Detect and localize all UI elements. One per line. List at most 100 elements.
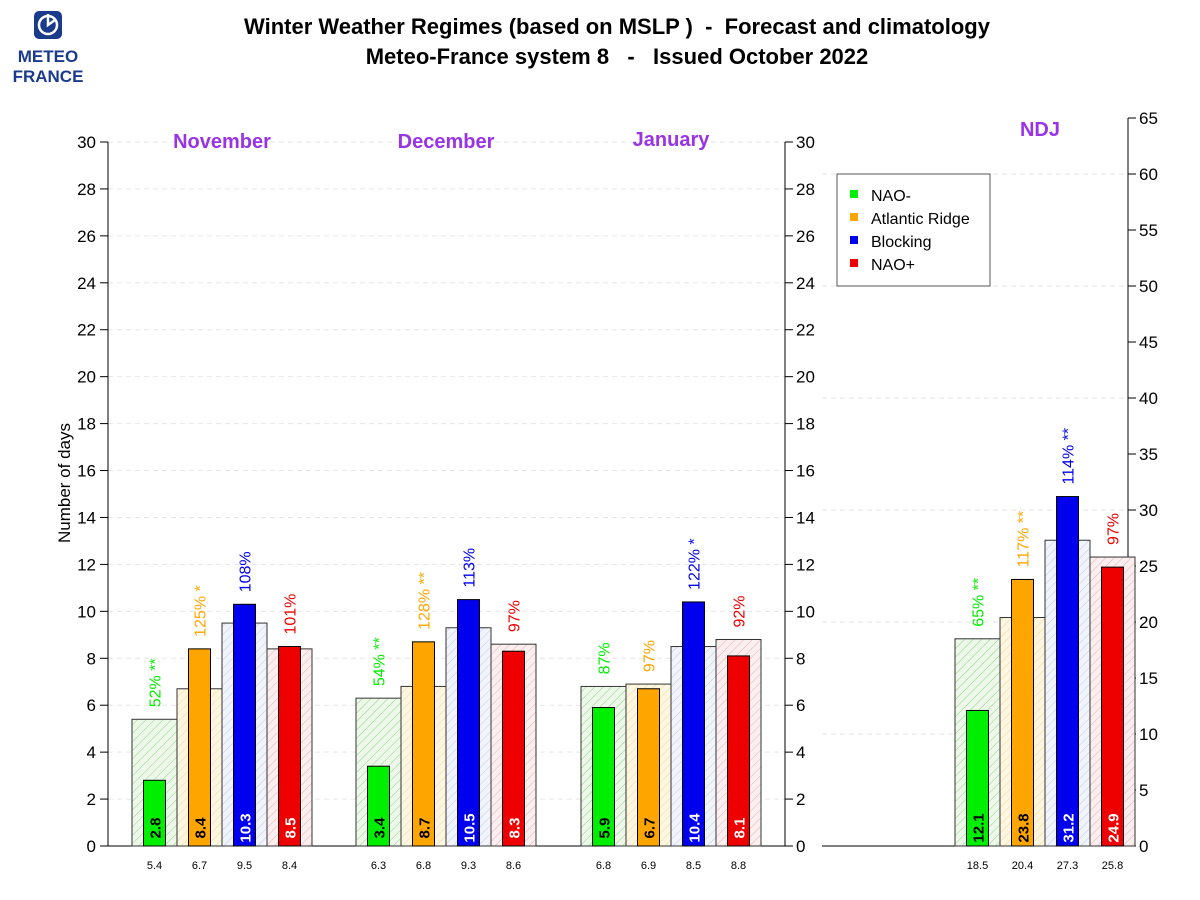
legend: NAO- Atlantic Ridge Blocking NAO+: [836, 173, 991, 287]
forecast-value-label: 12.1: [971, 813, 988, 842]
y-tick-label: 16: [77, 462, 96, 481]
forecast-bar-nao-plus: [727, 655, 750, 847]
climatology-value-label: 9.3: [461, 860, 476, 872]
percent-label: 87%: [597, 642, 614, 674]
climatology-value-label: 5.4: [147, 860, 162, 872]
y-tick-label-right: 24: [796, 274, 815, 293]
percent-label: 122% *: [687, 538, 704, 590]
forecast-bar-nao-plus: [1101, 566, 1124, 847]
forecast-value-label: 8.5: [283, 818, 300, 839]
legend-label-blocking: Blocking: [871, 234, 931, 251]
y-tick-label: 0: [87, 837, 96, 856]
climatology-value-label: 6.9: [641, 860, 656, 872]
climatology-value-label: 8.6: [506, 860, 521, 872]
y-tick-label: 28: [77, 180, 96, 199]
percent-label: 97%: [642, 640, 659, 672]
y-tick-label-right: 18: [796, 415, 815, 434]
forecast-value-label: 3.4: [372, 817, 389, 839]
forecast-bar-nao-plus: [502, 650, 525, 847]
forecast-value-label: 31.2: [1061, 813, 1078, 842]
month-label: November: [173, 131, 271, 153]
forecast-bar-blocking: [457, 599, 480, 847]
climatology-value-label: 8.5: [686, 860, 701, 872]
percent-label: 108%: [238, 551, 255, 592]
y-tick-label: 6: [87, 696, 96, 715]
month-label: NDJ: [1020, 119, 1060, 141]
y-tick-label: 20: [77, 368, 96, 387]
ndj-y-tick-label: 60: [1139, 165, 1158, 184]
forecast-value-label: 10.4: [687, 813, 704, 843]
climatology-value-label: 6.8: [596, 860, 611, 872]
percent-label: 54% **: [372, 637, 389, 686]
percent-label: 65% **: [971, 578, 988, 627]
forecast-value-label: 8.7: [417, 818, 434, 839]
y-tick-label: 22: [77, 321, 96, 340]
y-tick-label: 12: [77, 555, 96, 574]
y-tick-label-right: 6: [796, 696, 805, 715]
ndj-y-tick-label: 50: [1139, 277, 1158, 296]
chart-title-line2: Meteo-France system 8 - Issued October 2…: [366, 44, 869, 69]
ndj-y-tick-label: 30: [1139, 501, 1158, 520]
ndj-y-tick-label: 0: [1139, 837, 1148, 856]
forecast-value-label: 8.3: [507, 818, 524, 839]
forecast-value-label: 10.5: [462, 813, 479, 842]
y-tick-label-right: 12: [796, 555, 815, 574]
ndj-y-tick-label: 5: [1139, 781, 1148, 800]
ndj-y-tick-label: 45: [1139, 333, 1158, 352]
ndj-y-tick-label: 20: [1139, 613, 1158, 632]
percent-label: 97%: [1106, 513, 1123, 545]
forecast-bar-nao-minus: [592, 707, 615, 847]
ndj-y-tick-label: 15: [1139, 669, 1158, 688]
climatology-value-label: 6.8: [416, 860, 431, 872]
percent-label: 128% **: [417, 572, 434, 630]
legend-label-nao-minus: NAO-: [871, 188, 911, 205]
forecast-value-label: 2.8: [148, 818, 165, 839]
y-tick-label-right: 26: [796, 227, 815, 246]
legend-box: [836, 173, 991, 287]
climatology-value-label: 27.3: [1057, 860, 1078, 872]
forecast-value-label: 24.9: [1106, 813, 1123, 842]
climatology-value-label: 8.4: [282, 860, 297, 872]
climatology-value-label: 6.3: [371, 860, 386, 872]
percent-label: 101%: [283, 594, 300, 635]
y-axis-title: Number of days: [55, 423, 74, 543]
forecast-value-label: 23.8: [1016, 813, 1033, 842]
ndj-y-tick-label: 35: [1139, 445, 1158, 464]
percent-label: 97%: [507, 600, 524, 632]
y-tick-label: 2: [87, 790, 96, 809]
legend-swatch-nao-minus: [850, 190, 858, 198]
forecast-value-label: 5.9: [597, 818, 614, 839]
forecast-bar-nao-minus: [143, 779, 166, 847]
ndj-y-tick-label: 10: [1139, 725, 1158, 744]
y-tick-label: 4: [87, 743, 96, 762]
forecast-bar-atlantic-ridge: [1011, 578, 1034, 847]
percent-label: 114% **: [1061, 428, 1078, 485]
y-tick-label-right: 10: [796, 602, 815, 621]
ndj-y-tick-label: 25: [1139, 557, 1158, 576]
legend-swatch-atlantic-ridge: [850, 213, 858, 221]
y-tick-label: 26: [77, 227, 96, 246]
climatology-value-label: 18.5: [967, 860, 988, 872]
y-tick-label-right: 16: [796, 462, 815, 481]
logo-line1: METEO: [18, 47, 78, 66]
y-tick-label-right: 28: [796, 180, 815, 199]
climatology-value-label: 6.7: [192, 860, 207, 872]
y-tick-label-right: 0: [796, 837, 805, 856]
month-label: January: [633, 129, 711, 151]
y-tick-label-right: 4: [796, 743, 805, 762]
percent-label: 113%: [462, 548, 479, 588]
climatology-value-label: 20.4: [1012, 860, 1033, 872]
logo-line2: FRANCE: [13, 67, 84, 86]
percent-label: 117% **: [1016, 511, 1033, 568]
y-tick-label-right: 20: [796, 368, 815, 387]
y-tick-label: 8: [87, 649, 96, 668]
y-tick-label-right: 2: [796, 790, 805, 809]
forecast-bar-blocking: [1056, 496, 1079, 847]
forecast-bar-blocking: [682, 601, 705, 847]
legend-label-nao-plus: NAO+: [871, 257, 915, 274]
y-tick-label-right: 14: [796, 508, 815, 527]
ndj-y-tick-label: 40: [1139, 389, 1158, 408]
forecast-bar-atlantic-ridge: [188, 648, 211, 847]
